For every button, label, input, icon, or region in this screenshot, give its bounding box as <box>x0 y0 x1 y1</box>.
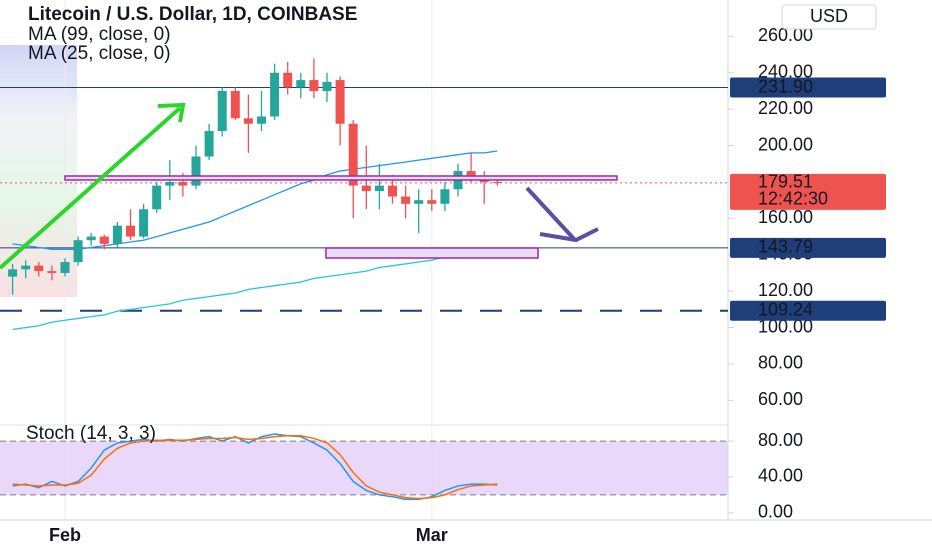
legend-entry: MA (25, close, 0) <box>28 43 171 64</box>
candle-body <box>388 185 397 197</box>
zone-rect <box>325 247 539 259</box>
candle-body <box>165 181 175 186</box>
candle-body <box>401 196 411 204</box>
candle-body <box>270 72 280 117</box>
down-arrow <box>525 186 599 243</box>
price-label: 143.79 <box>758 237 813 257</box>
candle-body <box>440 189 450 204</box>
stoch-band <box>0 441 728 495</box>
candle-body <box>322 81 332 91</box>
countdown: 12:42:30 <box>758 189 828 209</box>
candle-body <box>86 236 96 241</box>
candle-body <box>230 90 240 119</box>
price-label-box <box>730 300 886 321</box>
candle-body <box>60 262 70 273</box>
line-series <box>12 248 498 331</box>
candle-body <box>466 171 476 179</box>
candle-body <box>217 90 227 132</box>
candle-body <box>296 80 306 88</box>
candle-body <box>47 271 57 273</box>
candle-body <box>361 185 371 192</box>
candle-body <box>112 225 122 244</box>
y2-tick-label: 0.00 <box>758 502 793 522</box>
price-label-box <box>730 173 886 210</box>
candle-body <box>34 265 44 272</box>
candle-body <box>348 123 358 186</box>
candle-body <box>73 240 83 263</box>
x-tick-label: Feb <box>49 525 81 545</box>
price-label: 231.90 <box>758 76 813 96</box>
price-label-box <box>730 237 886 258</box>
price-label: 179.51 <box>758 172 813 192</box>
currency: USD <box>810 6 848 26</box>
y-tick-label: 80.00 <box>758 353 803 373</box>
price-label-box <box>730 77 886 98</box>
candle-body <box>374 185 384 192</box>
y2-tick-label: 40.00 <box>758 466 803 486</box>
line-series <box>12 150 498 250</box>
price-label: 109.24 <box>758 299 813 319</box>
y-tick-label: 260.00 <box>758 25 813 45</box>
zone-rect <box>64 175 618 181</box>
y-tick-label: 160.00 <box>758 207 813 227</box>
y-tick-label: 100.00 <box>758 316 813 336</box>
y2-tick-label: 80.00 <box>758 430 803 450</box>
y-tick-label: 200.00 <box>758 134 813 154</box>
legend-entry: MA (99, close, 0) <box>28 24 171 45</box>
candle-body <box>309 80 319 91</box>
y-tick-label: 240.00 <box>758 62 813 82</box>
candle-body <box>335 80 345 124</box>
candle-body <box>191 156 201 186</box>
up-arrow <box>0 102 186 270</box>
candle-body <box>126 225 135 237</box>
chart-title: Litecoin / U.S. Dollar, 1D, COINBASE <box>28 4 357 25</box>
candle-body <box>99 236 109 244</box>
candle-body <box>257 116 266 124</box>
line-series <box>12 435 498 500</box>
x-tick-label: Mar <box>416 525 448 545</box>
candle-body <box>8 269 18 277</box>
candle-body <box>204 131 214 157</box>
candle-body <box>427 200 437 204</box>
candle-body <box>152 185 162 210</box>
candle-body <box>492 181 502 183</box>
candle-body <box>414 200 424 204</box>
indicator-title: Stoch (14, 3, 3) <box>26 423 156 444</box>
y-tick-label: 220.00 <box>758 98 813 118</box>
y-tick-label: 120.00 <box>758 280 813 300</box>
line-series <box>12 433 498 501</box>
y-tick-label: 60.00 <box>758 389 803 409</box>
candle-body <box>21 265 31 270</box>
candle-body <box>178 181 188 186</box>
candle-body <box>283 72 293 88</box>
candle-body <box>139 209 149 237</box>
candle-body <box>243 118 253 124</box>
currency-button[interactable] <box>781 4 877 30</box>
